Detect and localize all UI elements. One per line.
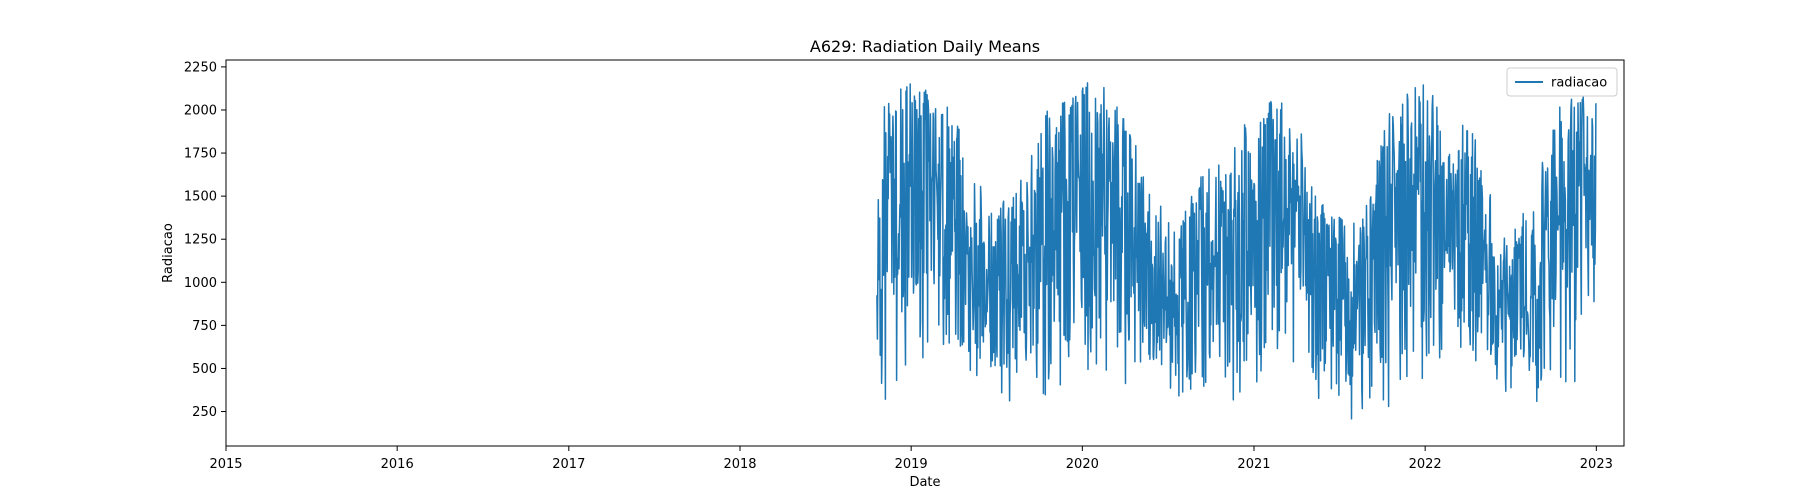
plot-area	[876, 82, 1597, 420]
x-tick-label: 2018	[723, 457, 756, 472]
legend-box	[1506, 67, 1618, 97]
y-tick-label: 250	[192, 405, 217, 420]
x-tick-label: 2023	[1580, 457, 1613, 472]
y-tick-label: 1750	[184, 147, 217, 162]
axes: 2015 2016 2017 2018 2019 2020 2021 2022 2023 250 5…	[184, 59, 1625, 472]
legend-label-radiacao: radiacao	[1551, 76, 1607, 91]
y-tick-label: 2000	[184, 103, 217, 118]
y-tick-label: 1500	[184, 190, 217, 205]
x-tick-label: 2017	[552, 457, 585, 472]
y-tick-label: 1250	[184, 233, 217, 248]
y-axis-label: Radiacao	[161, 223, 176, 283]
x-tick-label: 2015	[209, 457, 242, 472]
y-tick-label: 500	[192, 362, 217, 377]
x-tick-label: 2016	[381, 457, 414, 472]
series-line-radiacao	[876, 82, 1597, 420]
y-tick-label: 2250	[184, 60, 217, 75]
y-tick-label: 1000	[184, 276, 217, 291]
chart-title: A629: Radiation Daily Means	[810, 37, 1040, 56]
x-tick-label: 2021	[1237, 457, 1270, 472]
x-tick-label: 2022	[1409, 457, 1442, 472]
x-tick-label: 2019	[895, 457, 928, 472]
legend: radiacao	[1506, 67, 1618, 97]
y-tick-label: 750	[192, 319, 217, 334]
x-tick-label: 2020	[1066, 457, 1099, 472]
plot-frame	[225, 59, 1625, 447]
x-axis-label: Date	[909, 475, 940, 490]
